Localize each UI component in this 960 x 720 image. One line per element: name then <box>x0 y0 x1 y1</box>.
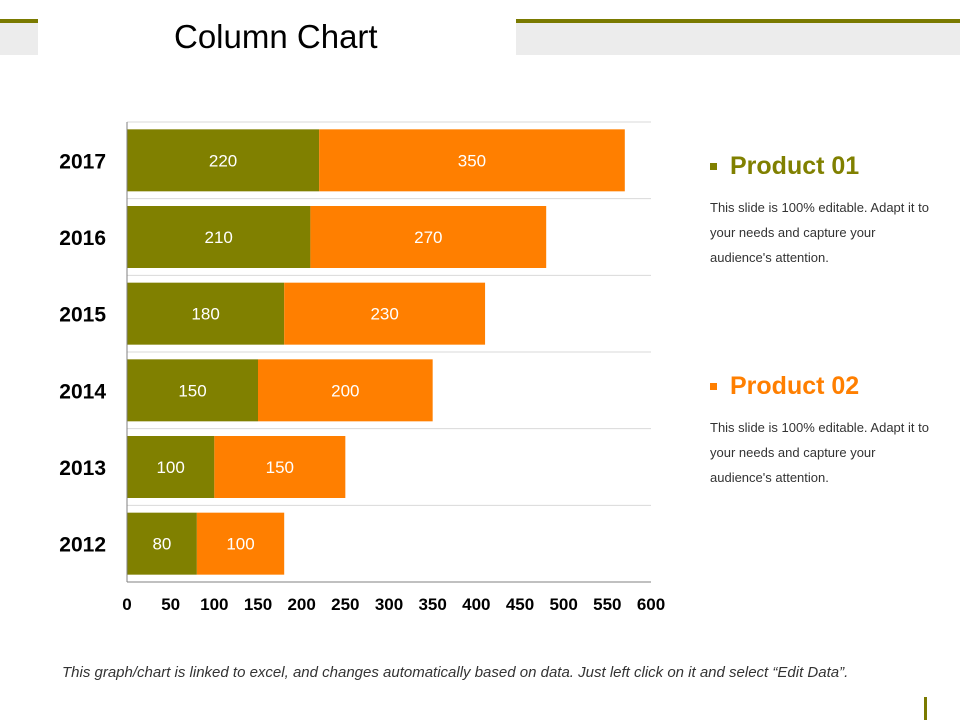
legend-bullet-product-01 <box>710 163 717 170</box>
bar-product-02-2015 <box>284 282 486 345</box>
header-accent-line-left <box>0 19 38 23</box>
category-label-2016: 2016 <box>59 227 106 250</box>
data-label-product-01-2017: 220 <box>209 151 237 170</box>
corner-accent-mark <box>924 697 927 720</box>
bar-product-02-2016 <box>310 206 547 268</box>
data-label-product-01-2016: 210 <box>205 228 233 247</box>
data-label-product-02-2012: 100 <box>226 535 254 554</box>
legend-label-product-01: Product 01 <box>730 152 860 180</box>
x-tick-label: 200 <box>287 595 315 614</box>
data-label-product-01-2015: 180 <box>191 305 219 324</box>
data-label-product-01-2014: 150 <box>178 381 206 400</box>
page-title: Column Chart <box>174 18 378 55</box>
data-label-product-01-2013: 100 <box>156 458 184 477</box>
bar-product-01-2015 <box>127 282 285 345</box>
x-tick-label: 400 <box>462 595 490 614</box>
data-label-product-02-2015: 230 <box>370 305 398 324</box>
legend-description-product-02: This slide is 100% editable. Adapt it to… <box>710 420 929 485</box>
x-tick-label: 50 <box>161 595 180 614</box>
header-band-left <box>0 21 38 55</box>
x-tick-label: 300 <box>375 595 403 614</box>
data-label-product-01-2012: 80 <box>152 535 171 554</box>
bar-product-02-2014 <box>258 359 433 422</box>
x-tick-label: 550 <box>593 595 621 614</box>
category-label-2017: 2017 <box>59 150 106 173</box>
category-label-2013: 2013 <box>59 457 106 480</box>
header-band-right <box>516 21 960 55</box>
bar-product-02-2013 <box>214 436 346 498</box>
legend-bullet-product-02 <box>710 383 717 390</box>
bar-product-01-2017 <box>127 129 320 192</box>
category-label-2015: 2015 <box>59 304 106 327</box>
x-tick-label: 450 <box>506 595 534 614</box>
category-label-2014: 2014 <box>59 380 106 403</box>
bar-product-01-2012 <box>127 512 197 575</box>
bar-product-01-2016 <box>127 206 311 268</box>
data-label-product-02-2017: 350 <box>458 151 486 170</box>
data-label-product-02-2014: 200 <box>331 381 359 400</box>
x-tick-label: 0 <box>122 595 131 614</box>
data-label-product-02-2016: 270 <box>414 228 442 247</box>
legend-label-product-02: Product 02 <box>730 372 860 400</box>
bar-product-01-2014 <box>127 359 258 422</box>
x-tick-label: 100 <box>200 595 228 614</box>
header-accent-line-right <box>516 19 960 23</box>
bar-product-02-2012 <box>196 512 285 575</box>
data-label-product-02-2013: 150 <box>266 458 294 477</box>
footnote: This graph/chart is linked to excel, and… <box>62 664 849 681</box>
category-label-2012: 2012 <box>59 534 106 557</box>
x-tick-label: 600 <box>637 595 665 614</box>
x-tick-label: 350 <box>418 595 446 614</box>
legend-description-product-01: This slide is 100% editable. Adapt it to… <box>710 200 929 265</box>
legend-item-product-02: Product 02 This slide is 100% editable. … <box>710 372 950 490</box>
x-tick-label: 150 <box>244 595 272 614</box>
bar-product-01-2013 <box>127 436 215 498</box>
x-tick-label: 500 <box>549 595 577 614</box>
legend-item-product-01: Product 01 This slide is 100% editable. … <box>710 152 950 270</box>
x-tick-label: 250 <box>331 595 359 614</box>
bar-product-02-2017 <box>319 129 625 192</box>
